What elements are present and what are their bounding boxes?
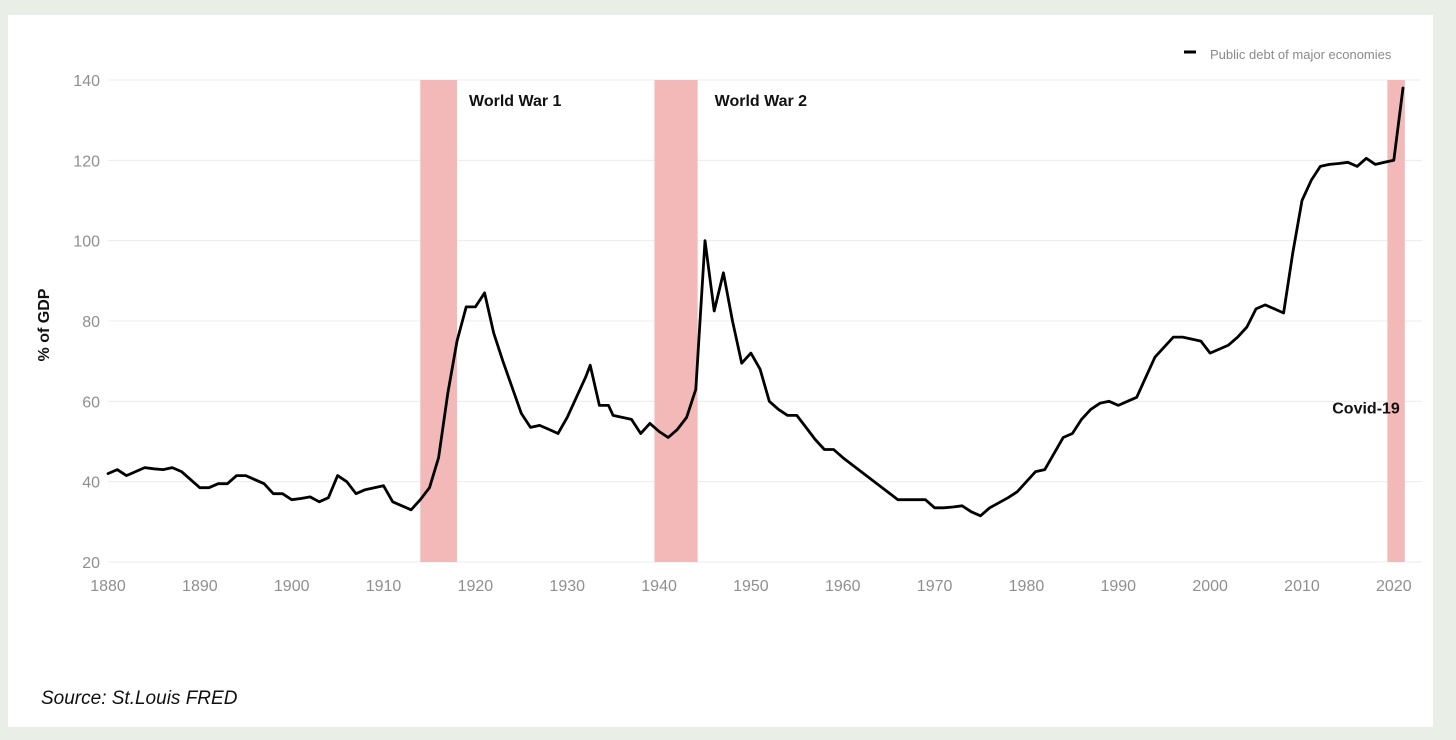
x-tick-label: 1980 bbox=[1009, 578, 1045, 595]
y-axis-label: % of GDP bbox=[36, 288, 53, 361]
x-tick-label: 1880 bbox=[90, 578, 126, 595]
y-tick-label: 20 bbox=[82, 555, 100, 572]
series-line bbox=[106, 86, 1405, 518]
y-tick-label: 80 bbox=[82, 314, 100, 331]
x-tick-label: 2000 bbox=[1192, 578, 1228, 595]
x-tick-label: 1960 bbox=[825, 578, 861, 595]
source-note: Source: St.Louis FRED bbox=[41, 688, 238, 709]
x-axis-ticks: 1880 1890 1900 1910 1920 1930 1940 1950 1960 1970… bbox=[90, 578, 1412, 595]
shaded-periods bbox=[420, 80, 1405, 562]
annotation-label: Covid-19 bbox=[1332, 400, 1400, 417]
x-tick-label: 1950 bbox=[733, 578, 769, 595]
annotation-label: World War 2 bbox=[715, 93, 808, 110]
shade-period-3 bbox=[1387, 80, 1405, 562]
y-tick-label: 100 bbox=[73, 234, 100, 251]
x-tick-label: 1940 bbox=[641, 578, 677, 595]
x-tick-label: 1890 bbox=[182, 578, 218, 595]
chart-card bbox=[8, 15, 1433, 727]
legend: Public debt of major economies bbox=[1184, 47, 1392, 62]
x-tick-label: 1930 bbox=[549, 578, 585, 595]
y-tick-label: 40 bbox=[82, 475, 100, 492]
shade-period-2 bbox=[654, 80, 698, 562]
y-tick-label: 140 bbox=[73, 73, 100, 90]
x-tick-label: 1900 bbox=[274, 578, 310, 595]
x-tick-label: 2010 bbox=[1284, 578, 1320, 595]
series-lines bbox=[106, 86, 1405, 518]
x-tick-label: 1910 bbox=[366, 578, 402, 595]
x-tick-label: 1990 bbox=[1100, 578, 1136, 595]
period-annotations: World War 1 World War 2 Covid-19 bbox=[469, 93, 1400, 417]
x-tick-label: 2020 bbox=[1376, 578, 1412, 595]
y-tick-label: 60 bbox=[82, 394, 100, 411]
x-tick-label: 1970 bbox=[917, 578, 953, 595]
legend-label: Public debt of major economies bbox=[1210, 47, 1392, 62]
y-axis-ticks: 20 40 60 80 100 120 140 bbox=[73, 73, 100, 572]
gridlines bbox=[108, 79, 1422, 563]
shade-period-1 bbox=[420, 80, 458, 562]
annotation-label: World War 1 bbox=[469, 93, 562, 110]
x-tick-label: 1920 bbox=[458, 578, 494, 595]
y-tick-label: 120 bbox=[73, 153, 100, 170]
